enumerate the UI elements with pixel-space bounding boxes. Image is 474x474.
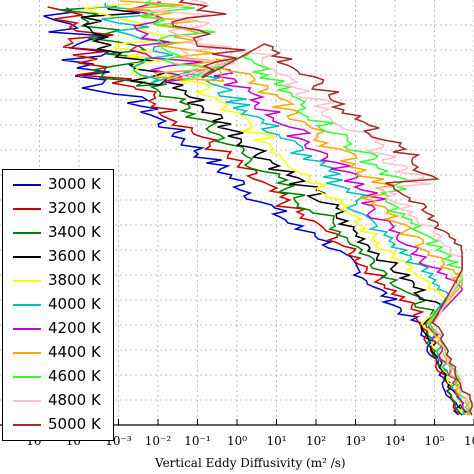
x-axis-label: Vertical Eddy Diffusivity (m² /s) <box>155 456 346 470</box>
legend-label: 4400 K <box>48 343 101 361</box>
legend-label: 5000 K <box>48 415 101 433</box>
legend-label: 3800 K <box>48 271 101 289</box>
legend-label: 4200 K <box>48 319 101 337</box>
legend: 3000 K 3200 K 3400 K 3600 K 3800 K 4000 K 4200… <box>2 169 114 441</box>
legend-label: 3600 K <box>48 247 101 265</box>
series-lines <box>43 0 473 416</box>
legend-item: 4200 K <box>3 318 113 340</box>
legend-swatch <box>13 400 41 402</box>
legend-label: 4600 K <box>48 367 101 385</box>
series-line <box>171 0 473 416</box>
series-line <box>80 4 466 416</box>
series-line <box>139 0 471 416</box>
legend-swatch <box>13 328 41 330</box>
legend-swatch <box>13 304 41 306</box>
legend-item: 4800 K <box>3 390 113 412</box>
legend-label: 3000 K <box>48 175 101 193</box>
legend-swatch <box>13 280 41 282</box>
x-tick-label: 10⁵ <box>424 434 444 448</box>
legend-item: 3000 K <box>3 174 113 196</box>
series-line <box>127 1 471 416</box>
legend-swatch <box>13 232 41 234</box>
x-tick-label: 10³ <box>345 434 365 448</box>
x-tick-label: 10¹ <box>266 434 286 448</box>
x-tick-label: 10⁻¹ <box>184 434 210 448</box>
legend-item: 3800 K <box>3 270 113 292</box>
series-line <box>101 3 465 416</box>
series-line <box>43 7 460 416</box>
legend-label: 4800 K <box>48 391 101 409</box>
series-line <box>60 5 463 416</box>
legend-item: 3600 K <box>3 246 113 268</box>
legend-swatch <box>13 184 41 186</box>
legend-swatch <box>13 208 41 210</box>
legend-item: 3200 K <box>3 198 113 220</box>
series-line <box>120 0 471 416</box>
legend-item: 3400 K <box>3 222 113 244</box>
x-tick-label: 10⁰ <box>227 434 247 448</box>
x-tick-label: 10⁶ <box>464 434 474 448</box>
legend-label: 3400 K <box>48 223 101 241</box>
legend-label: 3200 K <box>48 199 101 217</box>
legend-swatch <box>13 256 41 258</box>
legend-swatch <box>13 352 41 354</box>
series-line <box>84 3 468 416</box>
legend-swatch <box>13 424 41 426</box>
legend-label: 4000 K <box>48 295 101 313</box>
x-tick-label: 10⁻² <box>145 434 172 448</box>
legend-item: 4600 K <box>3 366 113 388</box>
legend-swatch <box>13 376 41 378</box>
legend-item: 4400 K <box>3 342 113 364</box>
x-tick-label: 10² <box>306 434 326 448</box>
x-tick-label: 10⁴ <box>385 434 405 448</box>
legend-item: 5000 K <box>3 414 113 436</box>
legend-item: 4000 K <box>3 294 113 316</box>
